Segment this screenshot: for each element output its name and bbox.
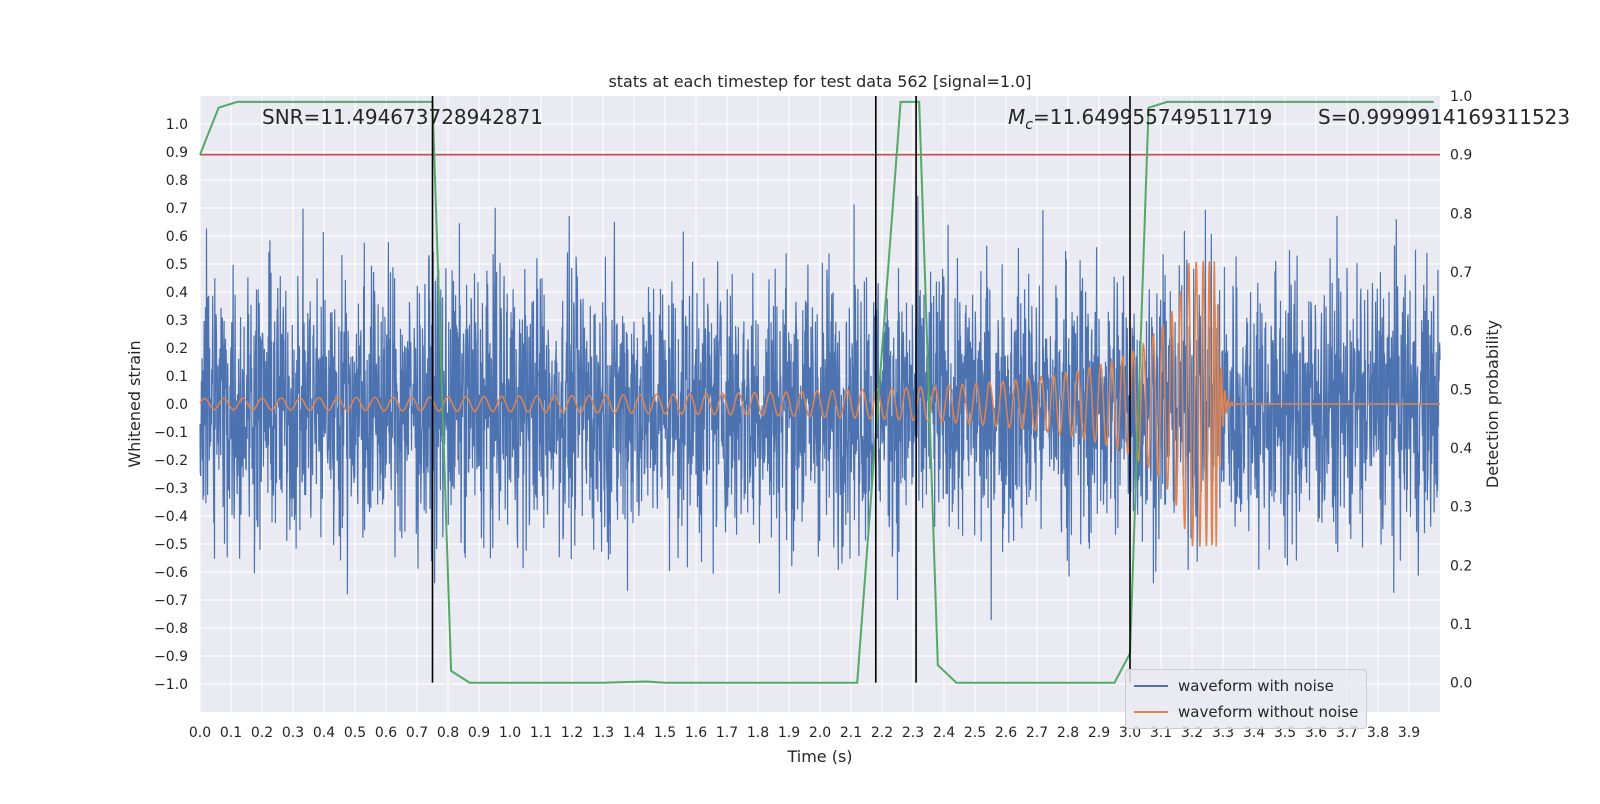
y-tick-label-left: −0.5 bbox=[154, 537, 188, 553]
y-tick-label-left: 0.3 bbox=[166, 313, 188, 329]
x-tick-label: 0.6 bbox=[375, 725, 397, 741]
x-tick-label: 1.0 bbox=[499, 725, 521, 741]
x-tick-label: 3.7 bbox=[1336, 725, 1358, 741]
x-tick-label: 0.4 bbox=[313, 725, 335, 741]
y-tick-label-right: 0.9 bbox=[1450, 148, 1472, 164]
y-tick-label-right: 0.2 bbox=[1450, 558, 1472, 574]
s-annotation: S=0.9999914169311523 bbox=[1318, 105, 1570, 129]
y-tick-label-left: 0.6 bbox=[166, 229, 188, 245]
x-tick-label: 2.8 bbox=[1057, 725, 1079, 741]
x-tick-label: 2.5 bbox=[964, 725, 986, 741]
y-tick-label-right: 0.6 bbox=[1450, 324, 1472, 340]
x-tick-label: 2.1 bbox=[840, 725, 862, 741]
y-tick-label-left: −0.8 bbox=[154, 621, 188, 637]
y-ticks-left: 1.0 0.9 0.8 0.7 0.6 0.5 0.4 0.3 0.2 0.1 0.0 −0.1 −0.… bbox=[154, 117, 188, 693]
y-tick-label-left: 0.8 bbox=[166, 173, 188, 189]
x-tick-label: 0.8 bbox=[437, 725, 459, 741]
x-tick-label: 3.6 bbox=[1305, 725, 1327, 741]
x-tick-label: 2.4 bbox=[933, 725, 955, 741]
y-tick-label-left: −0.4 bbox=[154, 509, 188, 525]
y-tick-label-right: 0.3 bbox=[1450, 500, 1472, 516]
x-axis-label: Time (s) bbox=[786, 747, 852, 766]
x-tick-label: 1.9 bbox=[778, 725, 800, 741]
y-tick-label-right: 0.4 bbox=[1450, 441, 1472, 457]
snr-annotation: SNR=11.494673728942871 bbox=[262, 105, 543, 129]
mc-value: =11.649955749511719 bbox=[1033, 105, 1272, 129]
x-tick-label: 3.3 bbox=[1212, 725, 1234, 741]
legend-swatch-noise bbox=[1134, 685, 1168, 687]
x-tick-label: 3.2 bbox=[1181, 725, 1203, 741]
y-tick-label-left: 0.4 bbox=[166, 285, 188, 301]
y-tick-label-left: 0.5 bbox=[166, 257, 188, 273]
y-tick-label-left: 0.9 bbox=[166, 145, 188, 161]
y-tick-label-left: −0.1 bbox=[154, 425, 188, 441]
x-tick-label: 3.4 bbox=[1243, 725, 1265, 741]
noise-series bbox=[199, 195, 1441, 621]
y-axis-label-right: Detection probability bbox=[1483, 320, 1502, 488]
x-tick-label: 2.2 bbox=[871, 725, 893, 741]
legend: waveform with noise waveform without noi… bbox=[1125, 669, 1367, 729]
x-ticks: 0.0 0.1 0.2 0.3 0.4 0.5 0.6 0.7 0.8 0.9 1.0 1.1 1.2 1… bbox=[189, 725, 1420, 741]
y-tick-label-right: 0.8 bbox=[1450, 206, 1472, 222]
x-tick-label: 3.8 bbox=[1367, 725, 1389, 741]
y-tick-label-left: −0.2 bbox=[154, 453, 188, 469]
x-tick-label: 1.4 bbox=[623, 725, 645, 741]
y-tick-label-left: 0.7 bbox=[166, 201, 188, 217]
chart-title: stats at each timestep for test data 562… bbox=[608, 72, 1031, 91]
x-tick-label: 3.9 bbox=[1398, 725, 1420, 741]
x-tick-label: 0.1 bbox=[220, 725, 242, 741]
x-tick-label: 0.5 bbox=[344, 725, 366, 741]
x-tick-label: 1.6 bbox=[685, 725, 707, 741]
y-tick-label-right: 0.0 bbox=[1450, 676, 1472, 692]
x-tick-label: 0.7 bbox=[406, 725, 428, 741]
x-tick-label: 1.1 bbox=[530, 725, 552, 741]
vertical-lines bbox=[431, 96, 1131, 683]
y-tick-label-left: 0.1 bbox=[166, 369, 188, 385]
x-tick-label: 2.3 bbox=[902, 725, 924, 741]
x-tick-label: 0.0 bbox=[189, 725, 211, 741]
y-tick-label-left: −0.6 bbox=[154, 565, 188, 581]
mc-subscript: c bbox=[1025, 117, 1033, 133]
y-tick-label-left: −0.3 bbox=[154, 481, 188, 497]
y-tick-label-right: 0.5 bbox=[1450, 382, 1472, 398]
mc-symbol: M bbox=[1008, 105, 1025, 129]
y-tick-label-left: 1.0 bbox=[166, 117, 188, 133]
x-tick-label: 3.0 bbox=[1119, 725, 1141, 741]
mc-annotation: Mc=11.649955749511719 bbox=[1008, 105, 1272, 133]
chirp-series bbox=[199, 261, 1440, 547]
x-tick-label: 2.6 bbox=[995, 725, 1017, 741]
legend-swatch-clean bbox=[1134, 711, 1168, 713]
x-tick-label: 1.8 bbox=[747, 725, 769, 741]
x-tick-label: 1.7 bbox=[716, 725, 738, 741]
legend-item-noise: waveform with noise bbox=[1134, 676, 1334, 696]
noisy-waveform-line bbox=[199, 195, 1441, 621]
x-tick-label: 0.9 bbox=[468, 725, 490, 741]
x-tick-label: 0.2 bbox=[251, 725, 273, 741]
x-tick-label: 0.3 bbox=[282, 725, 304, 741]
y-ticks-right: 1.0 0.9 0.8 0.7 0.6 0.5 0.4 0.3 0.2 0.1 0.0 bbox=[1450, 89, 1472, 692]
y-tick-label-right: 0.7 bbox=[1450, 265, 1472, 281]
x-tick-label: 3.1 bbox=[1150, 725, 1172, 741]
y-tick-label-right: 0.1 bbox=[1450, 617, 1472, 633]
x-tick-label: 1.5 bbox=[654, 725, 676, 741]
y-tick-label-left: −1.0 bbox=[154, 677, 188, 693]
y-tick-label-left: −0.7 bbox=[154, 593, 188, 609]
x-tick-label: 1.2 bbox=[561, 725, 583, 741]
y-tick-label-left: 0.0 bbox=[166, 397, 188, 413]
legend-label-noise: waveform with noise bbox=[1178, 677, 1334, 695]
y-axis-label-left: Whitened strain bbox=[125, 340, 144, 467]
y-tick-label-left: −0.9 bbox=[154, 649, 188, 665]
clean-waveform-line bbox=[199, 261, 1440, 547]
x-tick-label: 3.5 bbox=[1274, 725, 1296, 741]
x-tick-label: 2.0 bbox=[809, 725, 831, 741]
y-tick-label-left: 0.2 bbox=[166, 341, 188, 357]
y-tick-label-right: 1.0 bbox=[1450, 89, 1472, 105]
legend-item-clean: waveform without noise bbox=[1134, 702, 1358, 722]
x-tick-label: 2.7 bbox=[1026, 725, 1048, 741]
x-tick-label: 1.3 bbox=[592, 725, 614, 741]
x-tick-label: 2.9 bbox=[1088, 725, 1110, 741]
legend-label-clean: waveform without noise bbox=[1178, 703, 1359, 721]
